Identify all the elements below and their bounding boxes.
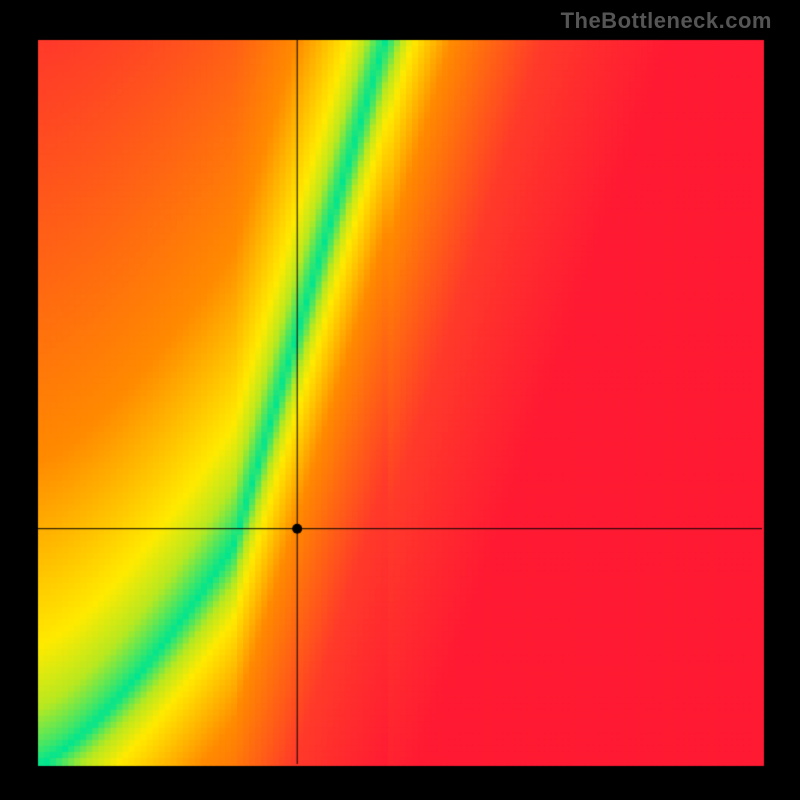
- bottleneck-heatmap: [0, 0, 800, 800]
- watermark-text: TheBottleneck.com: [561, 8, 772, 34]
